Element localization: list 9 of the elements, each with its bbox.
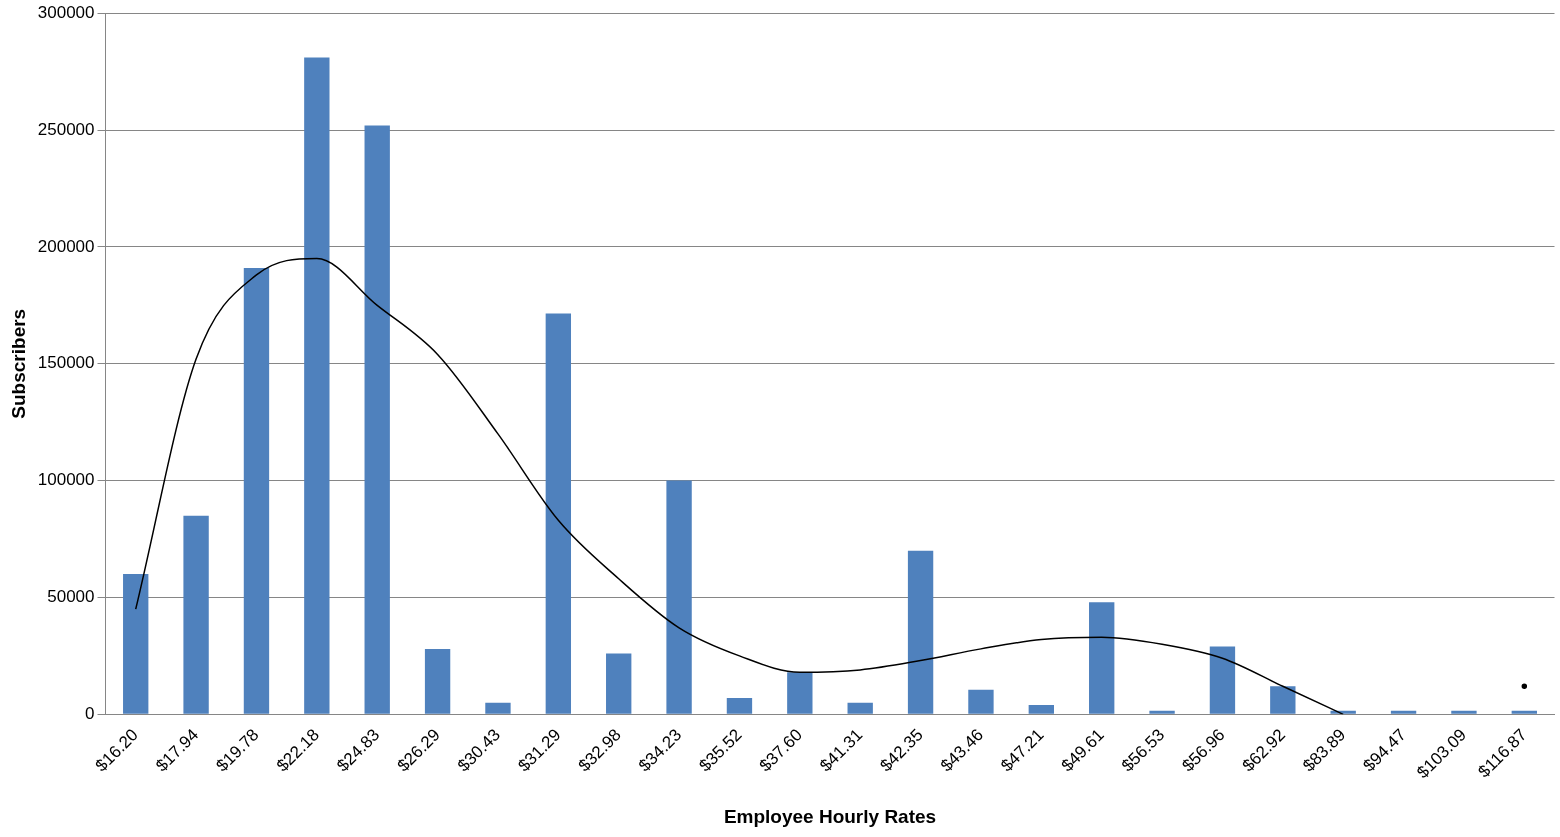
y-tick-label: 150000 (37, 353, 95, 373)
y-tick-label: 100000 (37, 470, 95, 490)
y-tick-label: 200000 (37, 236, 95, 256)
x-axis-title: Employee Hourly Rates (723, 805, 937, 827)
y-tick-label: 50000 (47, 587, 95, 607)
y-tick-label: 250000 (37, 119, 95, 139)
y-axis-title: Subscribers (7, 308, 29, 419)
y-tick-label: 0 (85, 704, 95, 724)
y-tick-label: 300000 (37, 2, 95, 22)
